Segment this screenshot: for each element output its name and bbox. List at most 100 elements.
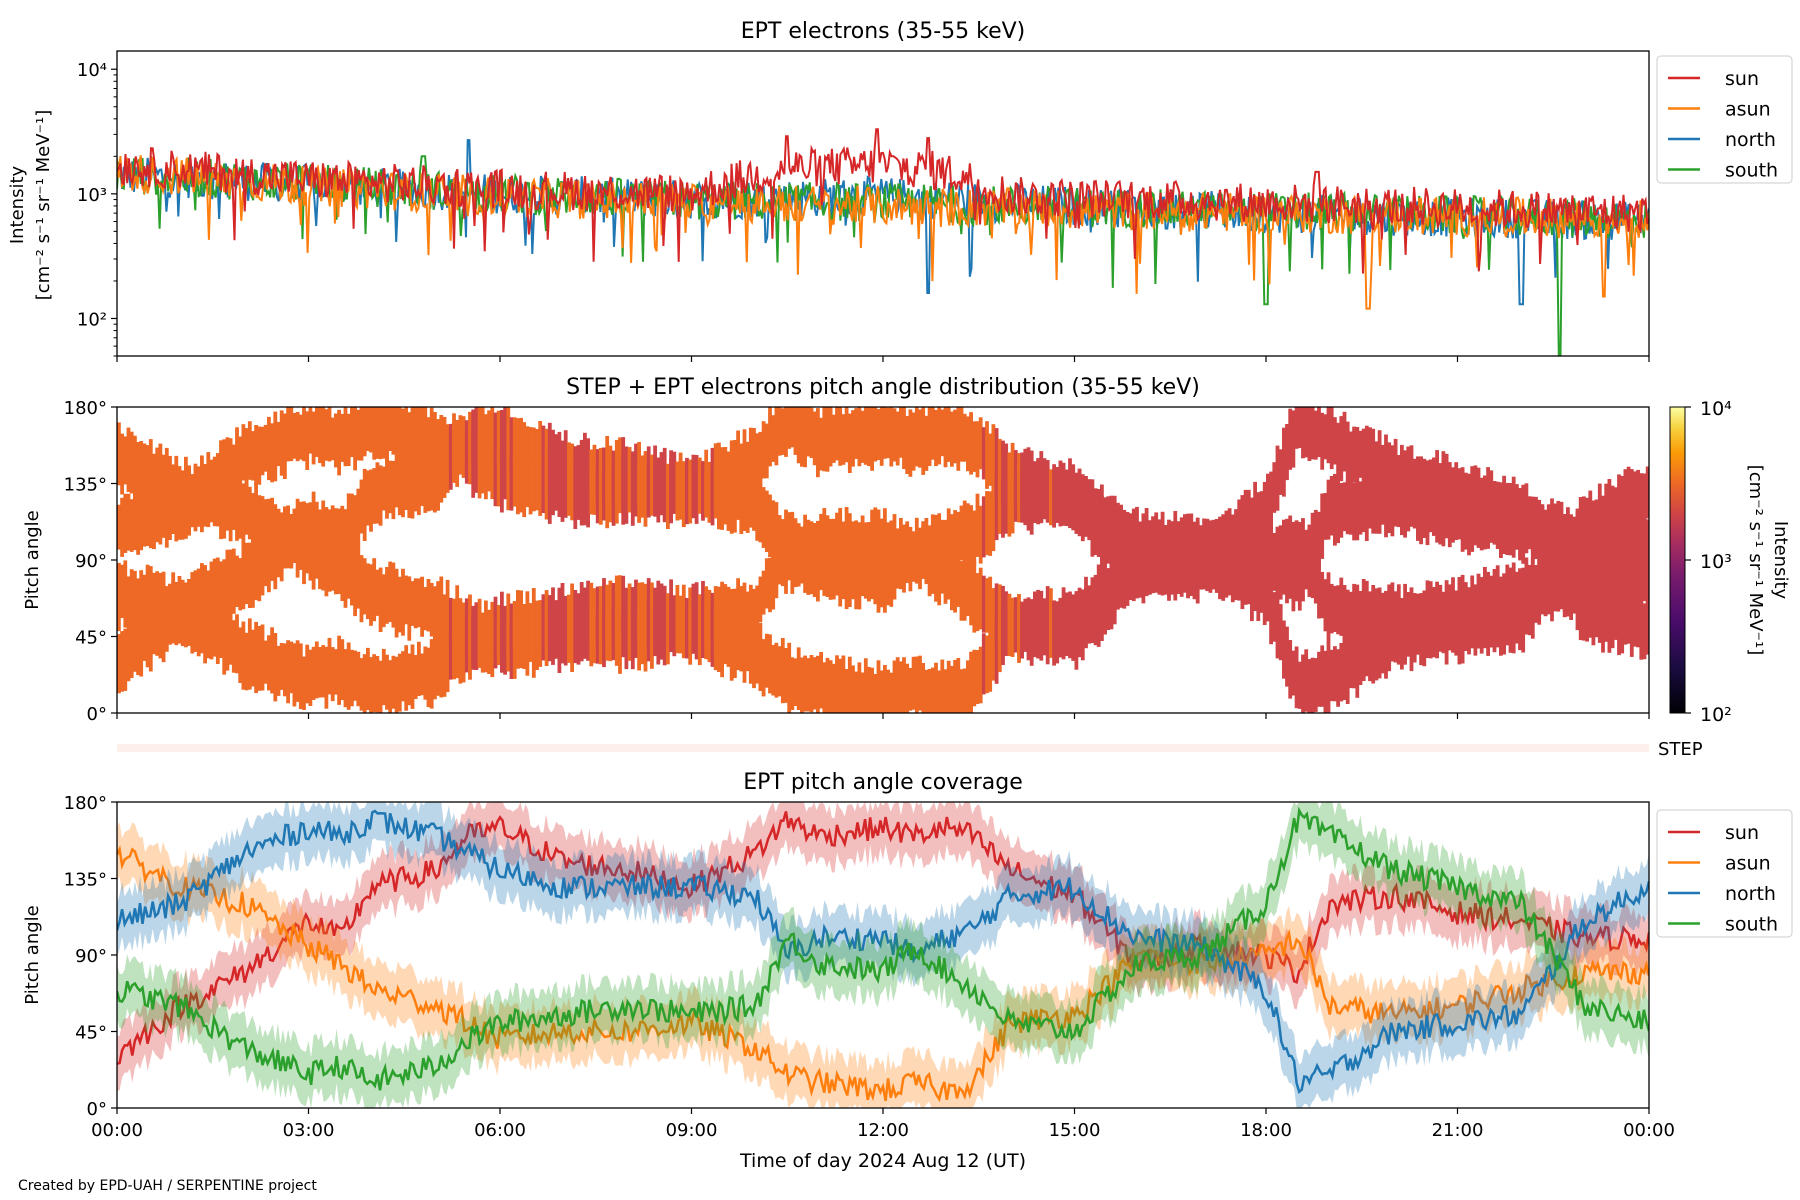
heatmap-cell — [350, 407, 354, 458]
heatmap-cell — [1601, 588, 1605, 653]
heatmap-cell — [126, 493, 131, 551]
heatmap-cell — [1419, 485, 1423, 545]
heatmap-cell — [1467, 599, 1471, 655]
heatmap-cell — [764, 490, 769, 552]
heatmap-cell — [883, 541, 887, 613]
heatmap-cell — [579, 466, 584, 526]
heatmap-cell — [321, 645, 326, 698]
heatmap-cell — [650, 458, 654, 516]
coverage-line-sun — [117, 811, 1649, 1065]
heatmap-cell — [270, 497, 274, 549]
heatmap-cell — [337, 541, 341, 594]
heatmap-cell — [1521, 484, 1526, 539]
heatmap-cell — [496, 605, 501, 656]
heatmap-cell — [241, 621, 246, 690]
heatmap-cell — [1294, 547, 1299, 602]
heatmap-cell — [1087, 588, 1092, 644]
heatmap-cell — [659, 583, 664, 647]
heatmap-cell — [273, 411, 278, 482]
heatmap-cell — [1629, 594, 1634, 657]
heatmap-cell — [854, 541, 859, 610]
heatmap-cell — [1307, 532, 1312, 597]
heatmap-cell — [621, 454, 626, 525]
heatmap-cell — [621, 611, 626, 658]
heatmap-cell — [1400, 468, 1404, 536]
heatmap-cell — [745, 465, 750, 533]
heatmap-cell — [184, 480, 188, 539]
colorbar-label-line1: Intensity — [1770, 521, 1791, 600]
heatmap-cell — [669, 579, 673, 647]
heatmap-cell — [1396, 606, 1401, 665]
heatmap-cell — [956, 407, 961, 471]
heatmap-cell — [1211, 525, 1216, 579]
heatmap-cell — [120, 433, 124, 495]
heatmap-cell — [155, 447, 160, 516]
heatmap-cell — [729, 466, 734, 534]
heatmap-cell — [509, 603, 514, 652]
heatmap-cell — [203, 594, 207, 664]
y-tick-label: 0° — [87, 1099, 107, 1120]
heatmap-cell — [417, 446, 421, 516]
heatmap-cell — [554, 453, 559, 511]
heatmap-cell — [669, 457, 673, 524]
heatmap-cell — [1301, 407, 1305, 459]
heatmap-cell — [1275, 526, 1280, 584]
legend-label-south: south — [1725, 914, 1778, 936]
heatmap-cell — [133, 623, 137, 672]
heatmap-cell — [1262, 481, 1267, 544]
heatmap-cell — [1243, 489, 1248, 561]
heatmap-cell — [1358, 430, 1363, 478]
panel2-heatmap — [117, 407, 1649, 713]
heatmap-cell — [1345, 480, 1350, 535]
heatmap-cell — [857, 662, 862, 713]
panel2-axes: 0° 45° 90° 135° 180° — [64, 398, 1650, 725]
heatmap-cell — [1633, 511, 1637, 579]
heatmap-cell — [1463, 591, 1468, 651]
heatmap-cell — [1617, 474, 1621, 541]
heatmap-cell — [1096, 579, 1101, 647]
heatmap-cell — [308, 521, 313, 581]
heatmap-cell — [334, 534, 338, 595]
heatmap-cell — [803, 524, 807, 593]
heatmap-cell — [1033, 605, 1037, 654]
heatmap-cell — [685, 598, 689, 649]
heatmap-cell — [490, 407, 495, 459]
heatmap-cell — [1530, 578, 1535, 639]
heatmap-cell — [1479, 477, 1484, 521]
heatmap-cell — [295, 640, 300, 702]
heatmap-cell — [704, 472, 709, 518]
heatmap-cell — [314, 532, 319, 579]
heatmap-cell — [353, 551, 357, 617]
heatmap-cell — [231, 548, 236, 614]
heatmap-cell — [1508, 567, 1513, 622]
heatmap-cell — [717, 586, 721, 649]
heatmap-cell — [752, 428, 756, 485]
heatmap-cell — [563, 595, 568, 643]
heatmap-cell — [1447, 593, 1452, 651]
heatmap-cell — [761, 421, 766, 479]
heatmap-cell — [557, 587, 562, 652]
heatmap-cell — [953, 659, 957, 713]
heatmap-cell — [401, 568, 405, 636]
heatmap-cell — [576, 456, 581, 520]
heatmap-cell — [439, 630, 444, 698]
heatmap-cell — [1479, 494, 1484, 551]
x-tick-label: 12:00 — [857, 1120, 909, 1141]
heatmap-cell — [681, 584, 686, 652]
heatmap-cell — [1013, 607, 1018, 653]
heatmap-cell — [337, 409, 341, 476]
heatmap-cell — [819, 532, 823, 591]
heatmap-cell — [1026, 472, 1031, 531]
heatmap-cell — [375, 569, 380, 616]
heatmap-cell — [174, 478, 179, 542]
heatmap-cell — [1339, 643, 1344, 702]
colorbar-tick-label: 10² — [1700, 704, 1732, 726]
heatmap-cell — [292, 508, 297, 563]
heatmap-cell — [1049, 601, 1053, 658]
heatmap-cell — [1416, 596, 1420, 655]
panel3-ylabel: Pitch angle — [22, 905, 43, 1004]
heatmap-cell — [1604, 542, 1609, 607]
heatmap-cell — [570, 459, 574, 521]
legend-label-south: south — [1725, 160, 1778, 182]
heatmap-cell — [334, 649, 338, 695]
